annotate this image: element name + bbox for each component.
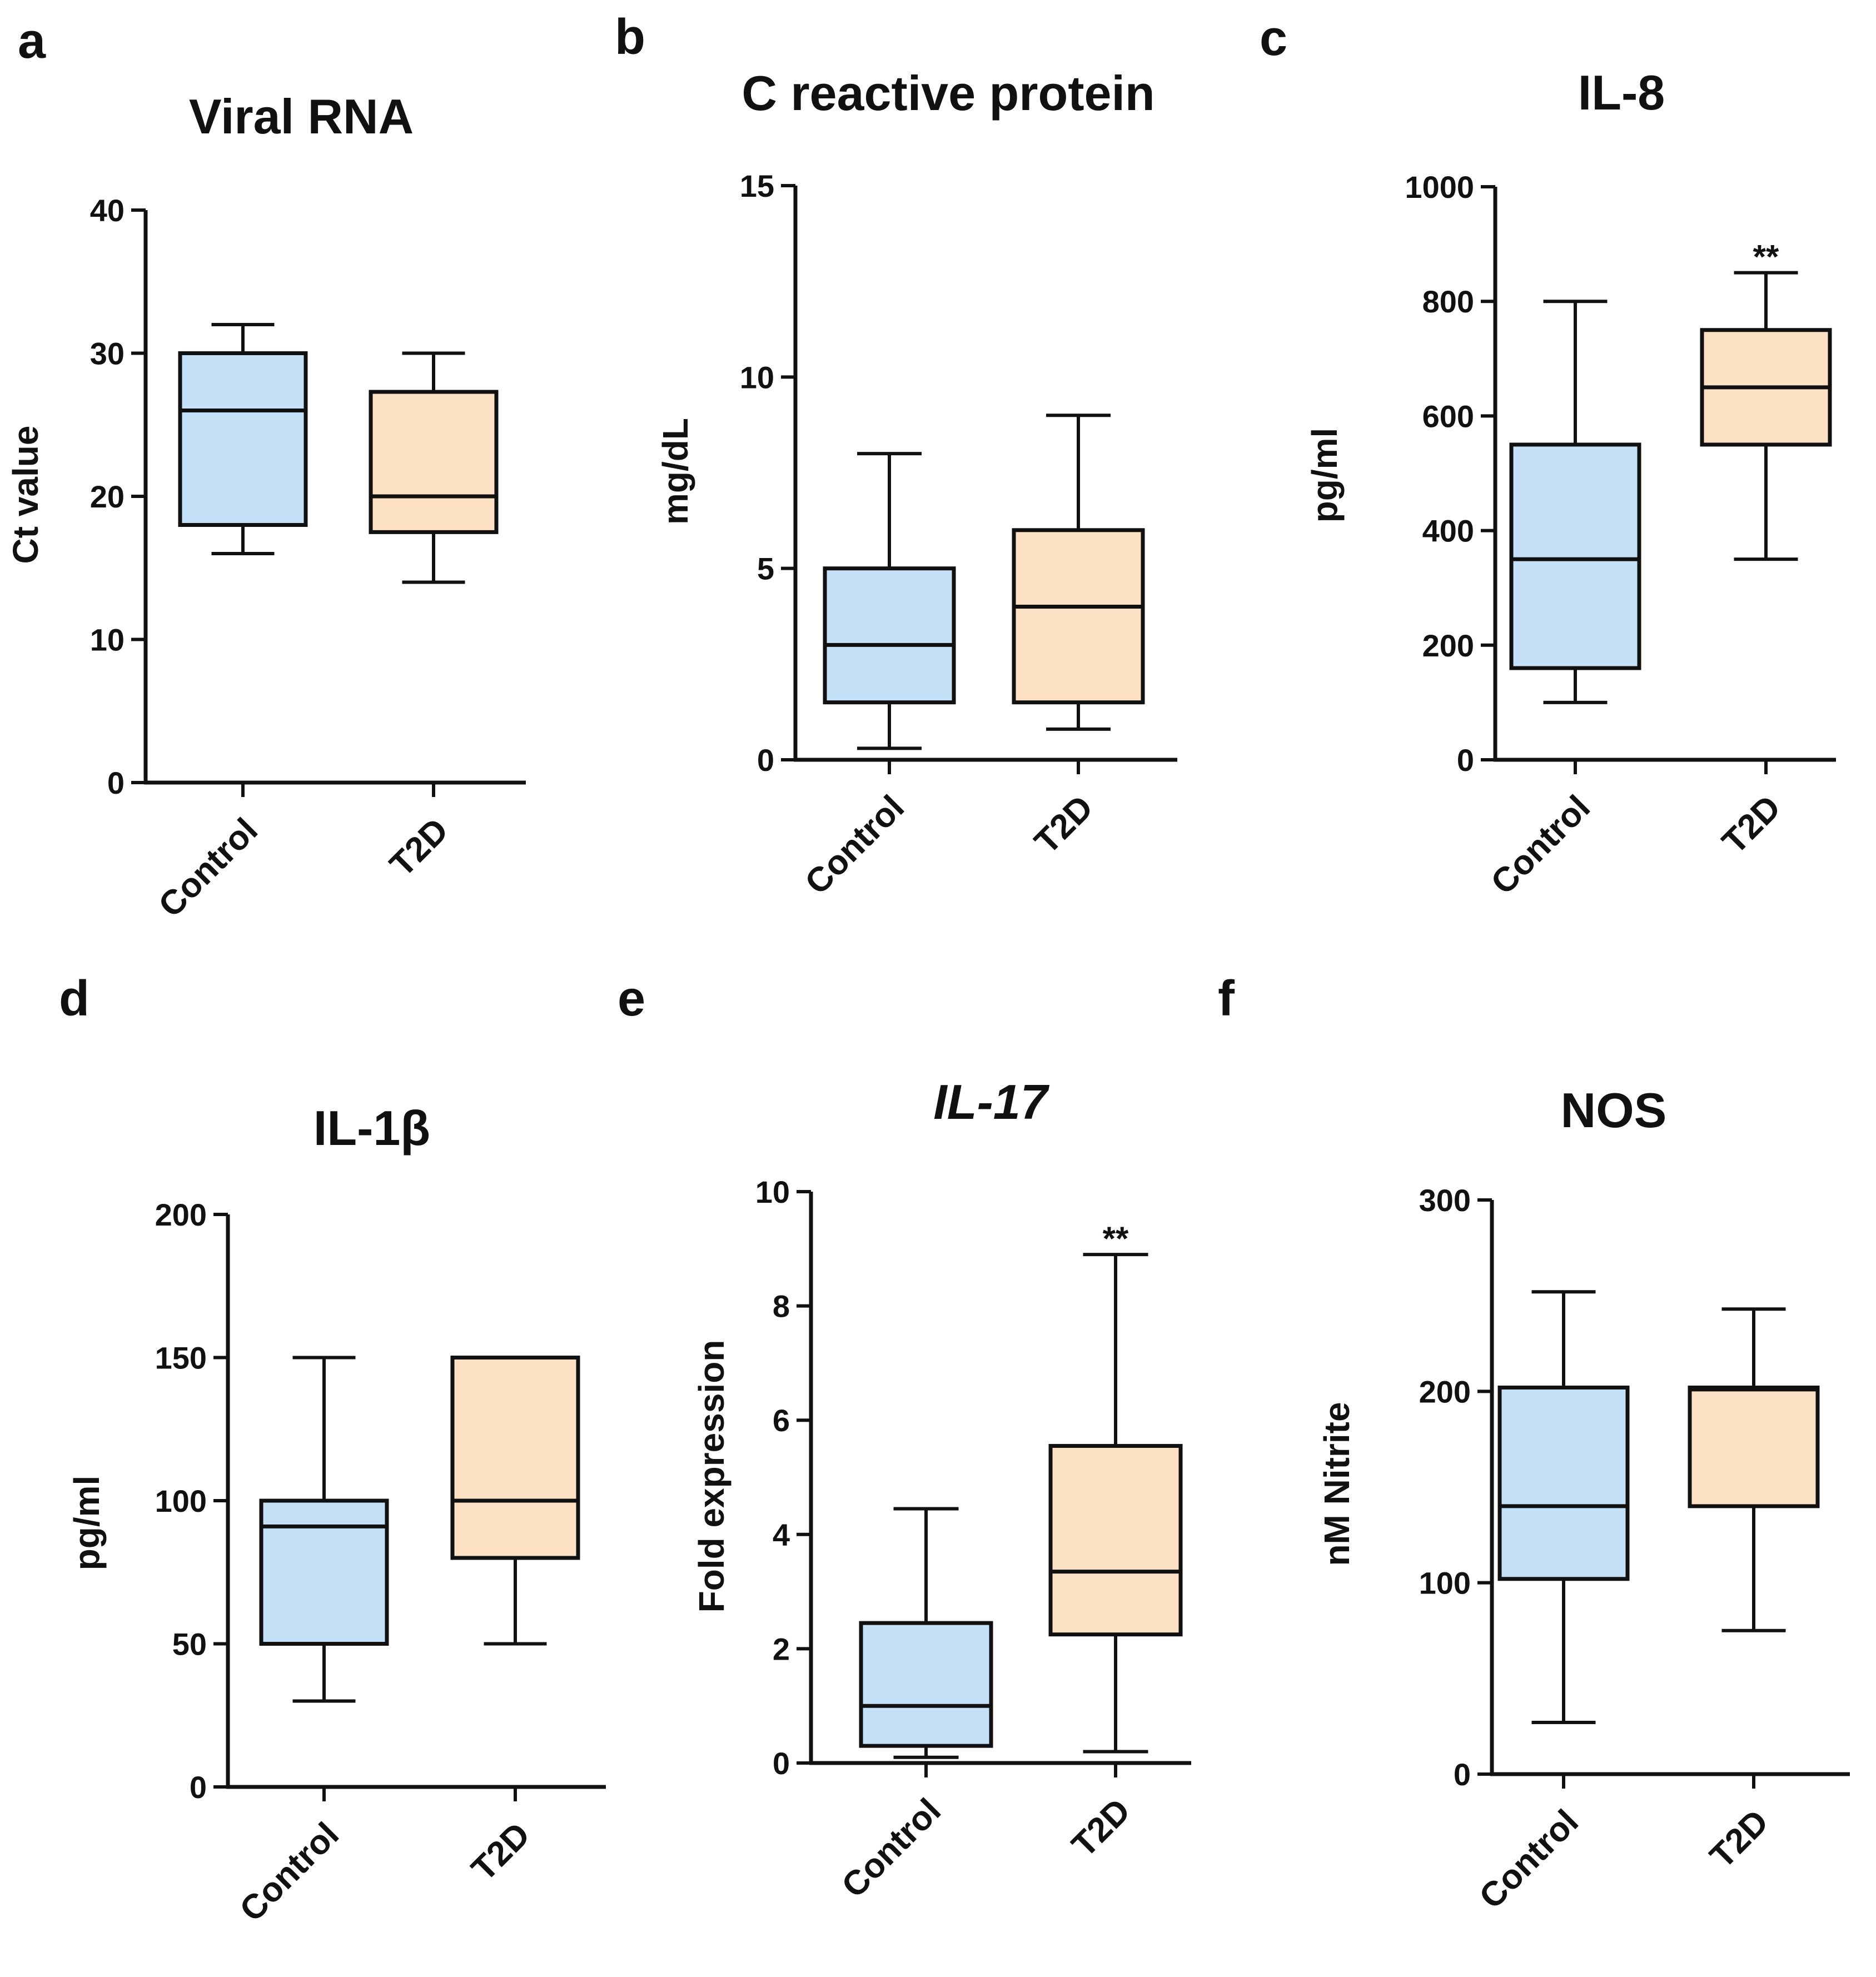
- panel-b: b C reactive protein mg/dL 0 5 10 15 Control T2D: [615, 9, 1177, 902]
- y-tick-label: 2: [773, 1631, 790, 1666]
- box-control: [859, 1621, 993, 1748]
- y-tick-label: 8: [773, 1289, 790, 1324]
- x-category-label: Control: [1484, 788, 1598, 902]
- chart-title: IL-1β: [314, 1100, 430, 1156]
- y-axis-label: Fold expression: [691, 1340, 732, 1613]
- y-tick-label: 50: [172, 1627, 207, 1662]
- x-category-label: Control: [232, 1815, 346, 1929]
- y-tick-label: 40: [90, 193, 125, 228]
- y-tick-label: 200: [1422, 628, 1474, 663]
- chart-title: IL-17: [933, 1074, 1049, 1129]
- panel-letter: a: [18, 13, 46, 69]
- x-category-label: T2D: [1715, 788, 1788, 861]
- y-tick-label: 1000: [1405, 170, 1474, 205]
- x-category-label: T2D: [382, 811, 456, 884]
- panel-letter: b: [615, 9, 645, 65]
- box-t2d: [1012, 528, 1145, 705]
- y-tick-label: 600: [1422, 399, 1474, 434]
- y-tick-label: 0: [757, 743, 774, 778]
- chart-title: C reactive protein: [742, 66, 1155, 121]
- y-tick-label: 10: [740, 360, 774, 395]
- y-tick-label: 20: [90, 479, 125, 514]
- box-t2d: [1048, 1443, 1183, 1637]
- chart-title: Viral RNA: [189, 89, 414, 144]
- panel-letter: f: [1218, 971, 1235, 1027]
- y-tick-label: 15: [740, 168, 774, 203]
- x-category-label: Control: [151, 811, 265, 925]
- box-t2d: [450, 1356, 580, 1560]
- x-category-label: T2D: [464, 1815, 538, 1889]
- y-tick-label: 0: [190, 1770, 207, 1805]
- y-tick-label: 200: [1419, 1374, 1471, 1409]
- y-tick-label: 0: [107, 765, 125, 800]
- y-tick-label: 800: [1422, 284, 1474, 319]
- panel-e: e IL-17 Fold expression 0 2 4 6 8 10 Control ** T2D: [618, 971, 1191, 1905]
- x-category-label: T2D: [1703, 1802, 1776, 1876]
- x-category-label: T2D: [1027, 788, 1101, 861]
- x-category-label: Control: [1472, 1802, 1586, 1916]
- panel-letter: d: [59, 971, 89, 1027]
- box-control: [1497, 1385, 1630, 1581]
- y-tick-label: 10: [755, 1174, 790, 1209]
- y-tick-label: 300: [1419, 1183, 1471, 1218]
- y-tick-label: 6: [773, 1403, 790, 1438]
- panel-a: a Viral RNA Ct value 0 10 20 30 40 Control T2D: [6, 13, 526, 925]
- box-control: [259, 1498, 389, 1646]
- significance-marker: **: [1753, 238, 1779, 276]
- panel-letter: c: [1260, 11, 1287, 66]
- y-tick-label: 5: [757, 551, 774, 586]
- panel-d: d IL-1β pg/ml 0 50 100 150 200 Control T2D: [59, 971, 606, 1929]
- x-category-label: T2D: [1064, 1791, 1138, 1865]
- panel-f: f NOS nM Nitrite 0 100 200 300 Control T2D: [1218, 971, 1850, 1916]
- y-tick-label: 30: [90, 336, 125, 371]
- significance-marker: **: [1103, 1220, 1129, 1257]
- y-axis-label: mg/dL: [655, 418, 695, 525]
- y-tick-label: 100: [155, 1483, 207, 1518]
- y-tick-label: 0: [773, 1746, 790, 1781]
- y-tick-label: 0: [1457, 743, 1474, 778]
- y-axis-label: pg/ml: [67, 1476, 107, 1571]
- y-tick-label: 400: [1422, 514, 1474, 549]
- box-control: [178, 351, 308, 527]
- chart-title: IL-8: [1578, 65, 1665, 120]
- y-tick-label: 10: [90, 623, 125, 658]
- panel-letter: e: [618, 971, 645, 1027]
- y-axis-label: nM Nitrite: [1317, 1402, 1357, 1566]
- x-category-label: Control: [834, 1791, 948, 1905]
- y-axis-label: Ct value: [6, 426, 46, 564]
- x-category-label: Control: [798, 788, 912, 902]
- box-control: [823, 566, 956, 705]
- y-tick-label: 200: [155, 1197, 207, 1232]
- box-t2d: [1688, 1385, 1820, 1508]
- y-tick-label: 4: [773, 1517, 790, 1552]
- box-control: [1509, 442, 1641, 670]
- y-tick-label: 100: [1419, 1566, 1471, 1601]
- y-axis-label: pg/ml: [1305, 428, 1345, 523]
- chart-title: NOS: [1561, 1083, 1667, 1138]
- box-t2d: [369, 390, 499, 534]
- y-tick-label: 150: [155, 1341, 207, 1376]
- panel-c: c IL-8 pg/ml 0 200 400 600 800 1000 Control ** T2D: [1260, 11, 1836, 902]
- y-tick-label: 0: [1454, 1757, 1471, 1792]
